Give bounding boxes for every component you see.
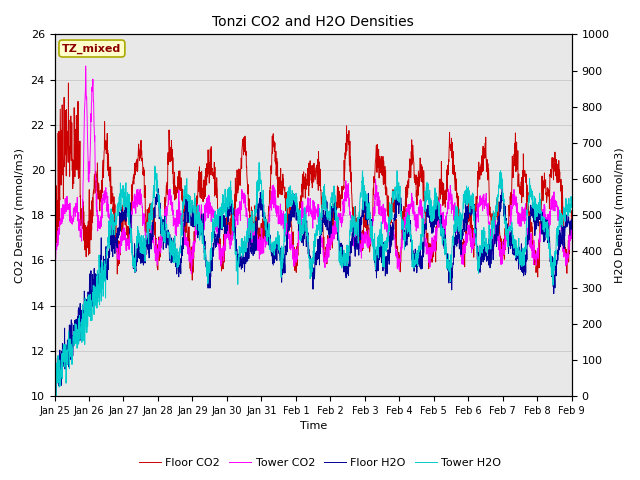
Tower CO2 <box>568 234 575 240</box>
Floor CO2 <box>463 225 471 231</box>
Tower H2O <box>463 201 471 207</box>
Floor H2O <box>463 215 471 220</box>
Tower CO2 <box>340 197 348 203</box>
Floor H2O <box>51 366 58 372</box>
Tower CO2 <box>82 63 90 69</box>
Floor H2O <box>537 208 545 214</box>
Floor CO2 <box>523 178 531 183</box>
Tower CO2 <box>51 259 58 264</box>
Floor CO2 <box>568 213 575 218</box>
Tower CO2 <box>188 271 195 276</box>
Floor CO2 <box>65 80 72 86</box>
Floor CO2 <box>195 176 203 181</box>
Y-axis label: H2O Density (mmol/m3): H2O Density (mmol/m3) <box>615 147 625 283</box>
X-axis label: Time: Time <box>300 421 327 432</box>
Line: Floor CO2: Floor CO2 <box>54 83 572 280</box>
Tower CO2 <box>328 225 336 231</box>
Floor CO2 <box>340 187 348 192</box>
Tower H2O <box>339 252 347 257</box>
Tower CO2 <box>523 217 531 223</box>
Tower H2O <box>568 204 575 210</box>
Tower H2O <box>195 228 203 234</box>
Floor H2O <box>328 203 336 209</box>
Tower H2O <box>51 393 58 399</box>
Line: Tower H2O: Tower H2O <box>54 163 572 396</box>
Tower CO2 <box>463 240 471 245</box>
Legend: Floor CO2, Tower CO2, Floor H2O, Tower H2O: Floor CO2, Tower CO2, Floor H2O, Tower H… <box>134 453 506 472</box>
Tower H2O <box>537 196 545 202</box>
Floor H2O <box>523 246 531 252</box>
Tower H2O <box>522 231 530 237</box>
Floor H2O <box>568 227 575 232</box>
Y-axis label: CO2 Density (mmol/m3): CO2 Density (mmol/m3) <box>15 148 25 283</box>
Text: TZ_mixed: TZ_mixed <box>62 43 122 54</box>
Floor CO2 <box>51 202 58 208</box>
Floor CO2 <box>537 209 545 215</box>
Tower CO2 <box>537 225 545 231</box>
Floor H2O <box>339 261 347 267</box>
Tower CO2 <box>195 207 203 213</box>
Line: Floor H2O: Floor H2O <box>54 187 572 395</box>
Floor H2O <box>195 231 203 237</box>
Floor H2O <box>52 392 60 397</box>
Floor CO2 <box>328 228 336 234</box>
Line: Tower CO2: Tower CO2 <box>54 66 572 274</box>
Floor H2O <box>499 184 506 190</box>
Floor CO2 <box>188 277 196 283</box>
Tower H2O <box>255 160 263 166</box>
Tower H2O <box>328 190 336 195</box>
Title: Tonzi CO2 and H2O Densities: Tonzi CO2 and H2O Densities <box>212 15 414 29</box>
